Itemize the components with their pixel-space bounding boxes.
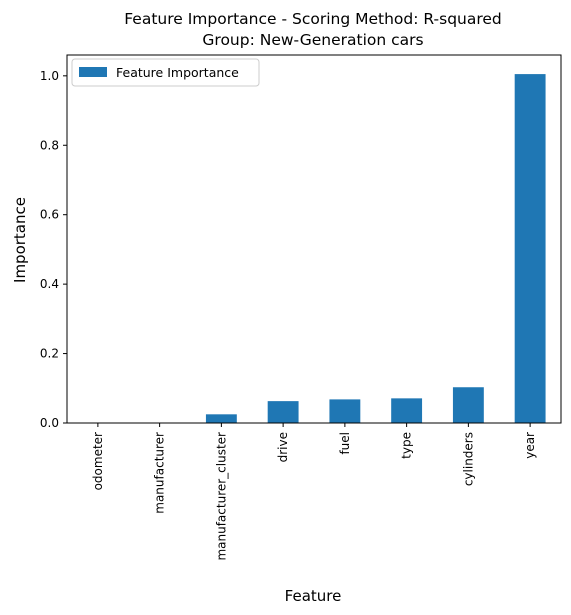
x-tick-label: odometer (91, 432, 105, 490)
y-axis-label: Importance (11, 197, 29, 283)
plot-area: 0.0 0.2 0.4 0.6 0.8 1.0 odometer manufacturer ma… (40, 54, 562, 561)
bar-cylinders (452, 387, 484, 423)
x-axis-label: Feature (285, 587, 342, 605)
x-tick-label: fuel (338, 432, 352, 455)
y-tick-label: 0.8 (40, 138, 59, 152)
x-tick-label: drive (276, 432, 290, 462)
bar-type (391, 398, 423, 423)
bar-drive (267, 401, 299, 423)
bar-fuel (329, 399, 361, 423)
legend: Feature Importance (71, 58, 260, 87)
legend-swatch (79, 67, 107, 77)
plot-frame (66, 54, 562, 424)
legend-frame (71, 58, 260, 87)
bar-year (514, 74, 546, 424)
y-tick-label: 0.4 (40, 277, 59, 291)
y-tick-label: 0.6 (40, 208, 59, 222)
chart-title-line2: Group: New-Generation cars (202, 31, 423, 49)
x-tick-label: cylinders (461, 432, 475, 486)
x-tick-label: year (523, 432, 537, 459)
x-tick-label: manufacturer (153, 432, 167, 514)
x-tick-label: manufacturer_cluster (214, 432, 228, 561)
legend-label: Feature Importance (116, 65, 239, 80)
y-tick-label: 0.0 (40, 416, 59, 430)
bar-manufacturer-cluster (205, 414, 237, 423)
y-tick-label: 0.2 (40, 347, 59, 361)
x-tick-label: type (400, 432, 414, 459)
y-tick-label: 1.0 (40, 69, 59, 83)
chart-title-line1: Feature Importance - Scoring Method: R-s… (124, 10, 502, 28)
